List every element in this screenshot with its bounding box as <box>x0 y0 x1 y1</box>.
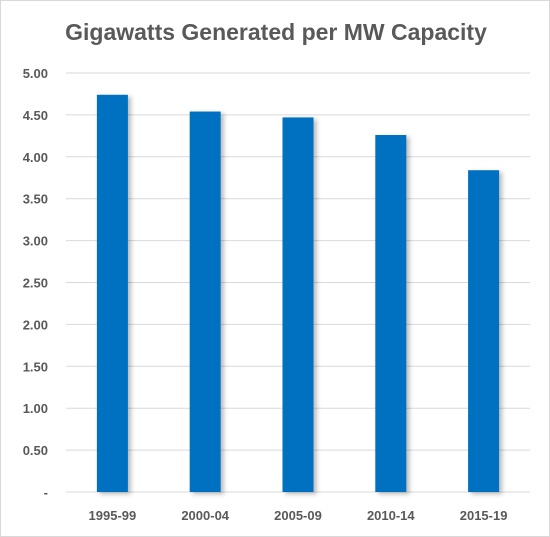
y-tick-label: 2.50 <box>23 276 48 291</box>
x-tick-label: 2010-14 <box>367 508 415 523</box>
y-tick-label: 4.00 <box>23 150 48 165</box>
bar-2015-19 <box>468 170 500 492</box>
x-tick-label: 2005-09 <box>274 508 322 523</box>
bar-2005-09 <box>282 117 314 492</box>
y-tick-label: 4.50 <box>23 108 48 123</box>
y-tick-label: 2.00 <box>23 317 48 332</box>
bar-2010-14 <box>375 135 407 492</box>
y-tick-label: 3.50 <box>23 192 48 207</box>
x-tick-label: 2000-04 <box>181 508 229 523</box>
x-tick-label: 1995-99 <box>89 508 137 523</box>
y-tick-label: 5.00 <box>23 66 48 81</box>
x-tick-label: 2015-19 <box>460 508 508 523</box>
chart-title: Gigawatts Generated per MW Capacity <box>65 19 487 45</box>
y-tick-label: 1.00 <box>23 401 48 416</box>
bar-1995-99 <box>96 94 128 493</box>
y-tick-label: 0.50 <box>23 443 48 458</box>
bar-2000-04 <box>189 111 221 492</box>
y-tick-label: 3.00 <box>23 234 48 249</box>
y-tick-label: - <box>44 485 48 500</box>
y-tick-label: 1.50 <box>23 359 48 374</box>
